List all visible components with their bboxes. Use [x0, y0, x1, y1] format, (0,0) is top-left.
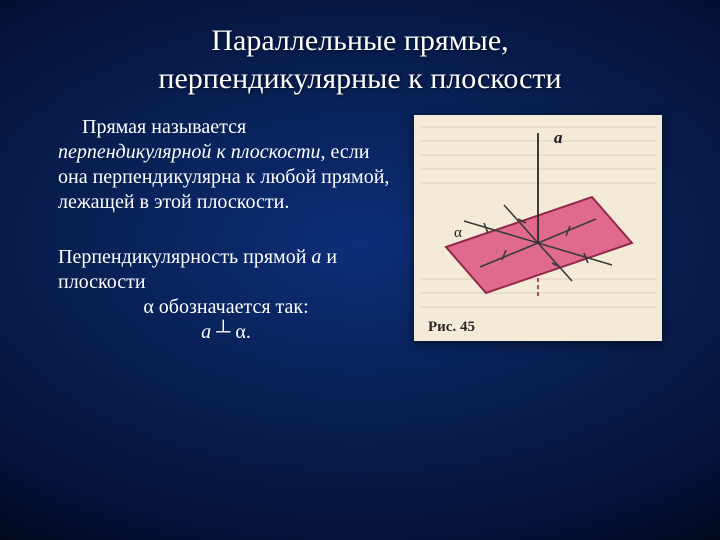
p2-r1-i: a — [311, 246, 321, 268]
p1-lead: Прямая называется — [82, 116, 246, 138]
p2-r3-rest: ┴ α. — [211, 321, 251, 343]
p2-r1-a: Перпендикулярность прямой — [58, 246, 311, 268]
p1-italic: перпендикулярной к плоскости — [58, 141, 321, 163]
figure-caption: Рис. 45 — [428, 319, 475, 335]
content-row: Прямая называется перпендикулярной к пло… — [0, 97, 720, 345]
notation-paragraph: Перпендикулярность прямой a и плоскости … — [58, 245, 394, 345]
title-line-1: Параллельные прямые, — [211, 24, 508, 57]
p2-row3: a ┴ α. — [58, 320, 394, 345]
p2-r3-i: a — [201, 321, 211, 343]
plane-alpha-label: α — [454, 225, 462, 241]
line-a-label: a — [554, 128, 563, 147]
figure-45: a α Рис. 45 — [414, 115, 662, 341]
figure-column: a α Рис. 45 — [414, 115, 662, 345]
definition-paragraph: Прямая называется перпендикулярной к пло… — [58, 115, 394, 215]
text-column: Прямая называется перпендикулярной к пло… — [58, 115, 414, 345]
p2-row1: Перпендикулярность прямой a и плоскости — [58, 246, 337, 293]
title-line-2: перпендикулярные к плоскости — [158, 62, 561, 95]
p2-row2: α обозначается так: — [58, 295, 394, 320]
figure-svg: a α Рис. 45 — [414, 115, 662, 341]
slide-title: Параллельные прямые, перпендикулярные к … — [0, 0, 720, 97]
